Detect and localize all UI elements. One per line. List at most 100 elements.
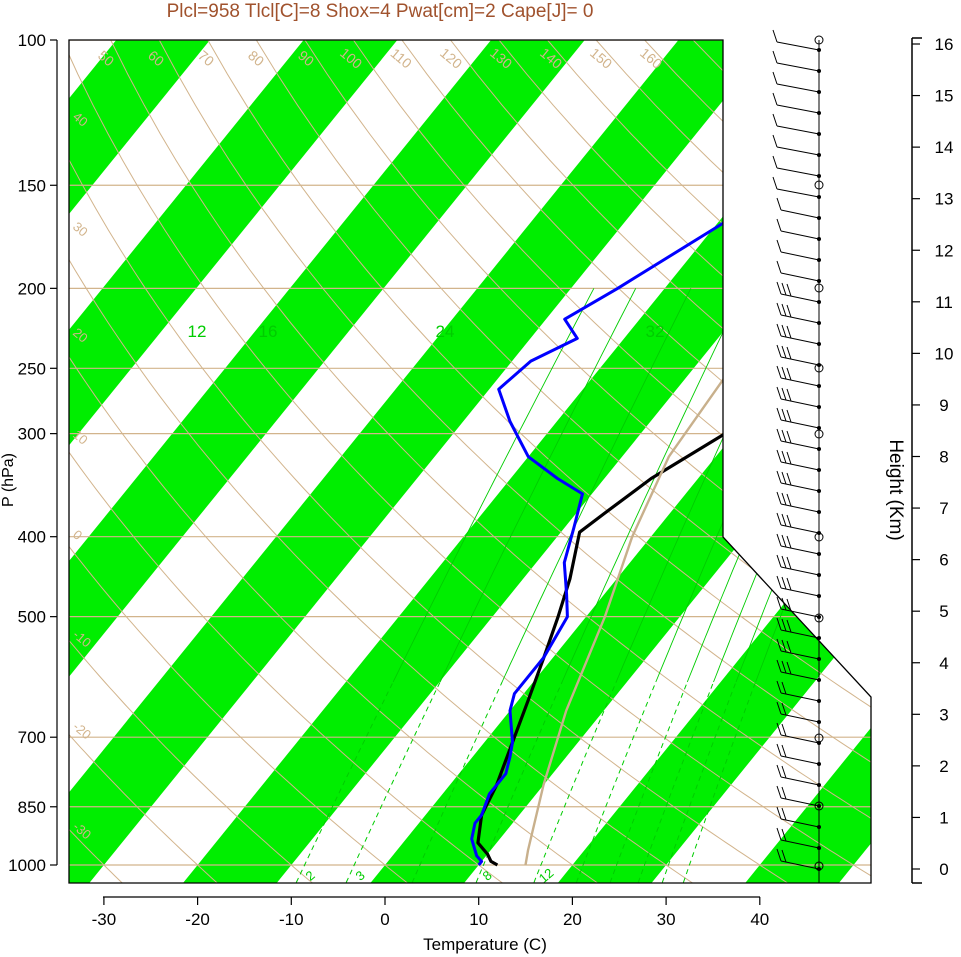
x-tick-label: -10 <box>279 910 304 929</box>
wind-point <box>817 468 821 472</box>
dry-adiabat <box>69 40 333 883</box>
dry-adiabat <box>69 40 140 883</box>
wind-point <box>817 762 821 766</box>
wind-barbs <box>772 29 824 883</box>
wind-barb <box>780 587 820 597</box>
wind-barb-flag <box>772 155 778 169</box>
wind-barb-flag <box>776 680 782 694</box>
x-axis: -30 -20 -10 0 10 20 30 40 <box>92 896 769 929</box>
wind-point <box>817 300 821 304</box>
wind-barb <box>780 860 820 870</box>
wind-barb-flag <box>786 556 792 570</box>
dry-adiabat <box>302 40 871 883</box>
wind-barb-flag <box>781 576 787 590</box>
wind-barb-flag <box>776 659 782 673</box>
dry-adiabat <box>69 40 621 883</box>
temperature-band <box>69 40 463 883</box>
wind-barb-flag <box>776 827 782 841</box>
wind-barb-flag <box>772 176 778 190</box>
wind-point <box>817 132 821 136</box>
wind-barb-flag <box>776 386 782 400</box>
dry-adiabat-label: 110 <box>388 45 416 72</box>
wind-point <box>817 573 821 577</box>
wind-barb <box>780 419 820 429</box>
calm-circle <box>814 801 824 811</box>
wind-point <box>817 342 821 346</box>
moist-line <box>735 288 871 683</box>
wind-barb <box>780 293 820 303</box>
wind-barb-flag <box>776 197 782 211</box>
wind-barb-flag <box>776 260 782 274</box>
height-tick-label: 5 <box>939 602 948 621</box>
mixing-ratio-line <box>533 681 617 883</box>
wind-barb-flag <box>786 577 792 591</box>
wind-barb-flag <box>781 534 787 548</box>
dry-adiabat-label: 150 <box>587 45 615 72</box>
wind-barb-flag <box>786 409 792 423</box>
wind-barb-flag <box>776 743 782 757</box>
wind-barb-flag <box>781 849 787 863</box>
wind-barb-flag <box>776 722 782 736</box>
wind-barb <box>780 566 820 576</box>
chart-title: Plcl=958 Tlcl[C]=8 Shox=4 Pwat[cm]=2 Cap… <box>167 1 594 22</box>
wind-barb <box>780 377 820 387</box>
wind-point <box>817 783 821 787</box>
wind-point <box>817 237 821 241</box>
wind-point <box>817 594 821 598</box>
wind-point <box>817 552 821 556</box>
wind-barb-flag <box>786 367 792 381</box>
wind-point <box>817 678 821 682</box>
height-tick-label: 14 <box>935 138 954 157</box>
height-tick-label: 13 <box>935 190 954 209</box>
wind-barb <box>780 356 820 366</box>
wind-point <box>817 489 821 493</box>
calm-circle <box>814 180 824 190</box>
wind-barb-flag <box>786 304 792 318</box>
wind-point <box>817 195 821 199</box>
wind-barb-flag <box>776 470 782 484</box>
wind-barb-flag <box>772 134 778 148</box>
height-tick-label: 7 <box>939 499 948 518</box>
dry-adiabat <box>712 40 871 883</box>
wind-point <box>817 69 821 73</box>
y-tick-label: 1000 <box>8 856 46 875</box>
wind-barb-flag <box>781 387 787 401</box>
height-tick-label: 16 <box>935 35 954 54</box>
isotherm-label: 20 <box>725 222 755 252</box>
height-tick-label: 6 <box>939 551 948 570</box>
wind-barb-flag <box>772 92 778 106</box>
wind-barb <box>780 398 820 408</box>
calm-circle <box>814 363 824 373</box>
wind-barb <box>780 251 820 261</box>
y-tick-label: 850 <box>18 798 46 817</box>
wind-barb-flag <box>786 493 792 507</box>
isotherm-label: 0 <box>722 451 744 474</box>
dry-adiabat <box>257 40 871 883</box>
y-tick-label: 250 <box>18 359 46 378</box>
mixing-ratio-line <box>609 681 688 883</box>
dry-adiabat <box>69 40 236 883</box>
y-axis-label: P (hPa) <box>0 453 17 507</box>
calm-circle <box>814 35 824 45</box>
wind-barb <box>780 482 820 492</box>
wind-barb <box>780 650 820 660</box>
wind-barb-flag <box>776 848 782 862</box>
wind-barb-flag <box>781 324 787 338</box>
wind-point <box>817 615 821 619</box>
wind-barb-flag <box>781 702 787 716</box>
wind-point <box>817 426 821 430</box>
wind-barb-flag <box>776 323 782 337</box>
wind-barb-flag <box>776 218 782 232</box>
height-tick-label: 4 <box>939 654 948 673</box>
wind-point <box>817 111 821 115</box>
wind-barb-flag <box>776 344 782 358</box>
wind-barb-flag <box>772 71 778 85</box>
y-tick-label: 500 <box>18 608 46 627</box>
isotherm-label: -20 <box>797 575 831 609</box>
wind-barb-flag <box>781 450 787 464</box>
moist-label: 12 <box>188 322 207 341</box>
wind-barb-flag <box>776 491 782 505</box>
wind-barb <box>780 608 820 618</box>
wind-point <box>817 321 821 325</box>
